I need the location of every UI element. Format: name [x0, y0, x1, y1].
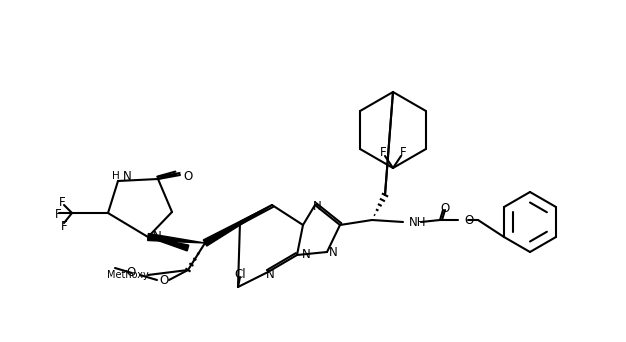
Text: Methoxy: Methoxy	[107, 270, 149, 280]
Text: O: O	[160, 274, 168, 287]
Text: Cl: Cl	[234, 268, 246, 281]
Polygon shape	[203, 205, 272, 246]
Text: N: N	[329, 246, 338, 259]
Text: N: N	[265, 267, 274, 280]
Polygon shape	[148, 237, 189, 251]
Text: F: F	[380, 145, 386, 158]
Text: O: O	[183, 171, 193, 184]
Polygon shape	[148, 234, 205, 243]
Text: NH: NH	[409, 215, 426, 228]
Text: O: O	[440, 201, 449, 214]
Text: N: N	[302, 249, 310, 262]
Text: F: F	[399, 145, 406, 158]
Text: N: N	[123, 170, 131, 183]
Text: H: H	[112, 171, 120, 181]
Text: F: F	[54, 209, 61, 222]
Text: O: O	[126, 266, 136, 279]
Text: N: N	[312, 200, 321, 213]
Text: O: O	[464, 213, 473, 226]
Text: F: F	[59, 197, 65, 210]
Text: F: F	[61, 221, 68, 234]
Text: N: N	[153, 231, 162, 244]
